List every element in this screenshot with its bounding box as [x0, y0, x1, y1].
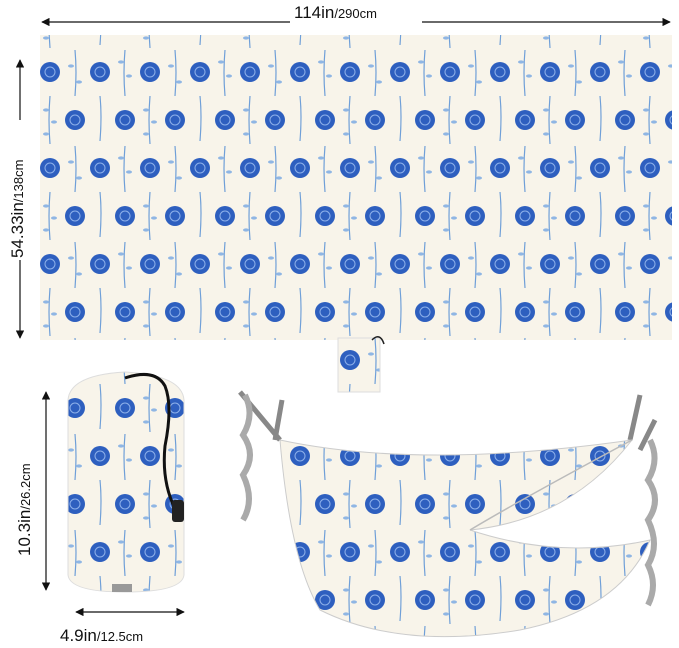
mat-pouch: [337, 337, 381, 393]
pouch-cord: [371, 336, 385, 345]
length-metric: /290cm: [334, 6, 377, 21]
label-bg: [290, 4, 422, 26]
drawstring: [124, 372, 181, 517]
cord-lock: [172, 500, 184, 522]
height-metric: /26.2cm: [18, 463, 33, 509]
strap-right-coil: [644, 438, 658, 607]
width-imperial: 54.33in: [8, 202, 27, 258]
height-label: 10.3in/26.2cm: [15, 463, 34, 556]
beach-mat: [40, 35, 672, 340]
sack-tag: [112, 584, 132, 592]
length-label: 114in/290cm: [294, 3, 377, 22]
label-bg: [4, 120, 30, 260]
stuff-sack: [67, 371, 185, 593]
height-imperial: 10.3in: [15, 510, 34, 556]
width-label: 54.33in/138cm: [8, 160, 27, 258]
diameter-metric: /12.5cm: [97, 629, 143, 644]
diameter-label: 4.9in/12.5cm: [60, 626, 143, 645]
length-imperial: 114in: [294, 3, 334, 22]
strap-left-coil: [239, 393, 253, 522]
width-metric: /138cm: [11, 160, 26, 203]
label-bg: [10, 420, 38, 560]
strap-right: [627, 394, 658, 452]
hammock-fold: [469, 439, 633, 531]
hammock: [279, 439, 651, 638]
diameter-imperial: 4.9in: [60, 626, 97, 645]
